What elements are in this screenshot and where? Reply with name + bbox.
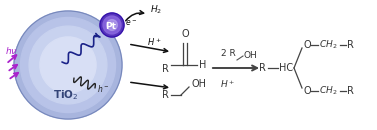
Circle shape — [107, 20, 117, 30]
Text: $h^-$: $h^-$ — [97, 83, 110, 93]
Text: H: H — [199, 60, 206, 70]
Text: $H_2$: $H_2$ — [150, 4, 162, 16]
Circle shape — [100, 13, 124, 37]
Text: $h\nu$: $h\nu$ — [5, 44, 17, 56]
FancyArrowPatch shape — [126, 11, 144, 21]
Text: OH: OH — [191, 79, 206, 89]
Text: HC: HC — [279, 63, 293, 73]
Text: $H^+$: $H^+$ — [220, 78, 236, 90]
Circle shape — [40, 37, 96, 93]
Text: R: R — [162, 64, 169, 74]
Text: O: O — [181, 29, 189, 39]
Text: 2 R: 2 R — [221, 49, 235, 58]
Circle shape — [20, 17, 115, 113]
Text: $e^-$: $e^-$ — [125, 18, 137, 28]
Text: O: O — [303, 40, 311, 50]
Text: $CH_2$: $CH_2$ — [319, 85, 337, 97]
Text: R: R — [259, 63, 266, 73]
Text: R: R — [162, 90, 169, 100]
Text: $CH_2$: $CH_2$ — [319, 39, 337, 51]
Text: $H^+$: $H^+$ — [147, 36, 161, 48]
Circle shape — [103, 16, 121, 34]
Text: R: R — [347, 40, 354, 50]
Text: Pt: Pt — [106, 21, 116, 31]
Text: TiO$_2$: TiO$_2$ — [53, 88, 79, 102]
Text: R: R — [347, 86, 354, 96]
Text: O: O — [303, 86, 311, 96]
Circle shape — [14, 11, 122, 119]
Circle shape — [29, 26, 107, 104]
Text: OH: OH — [244, 50, 258, 60]
